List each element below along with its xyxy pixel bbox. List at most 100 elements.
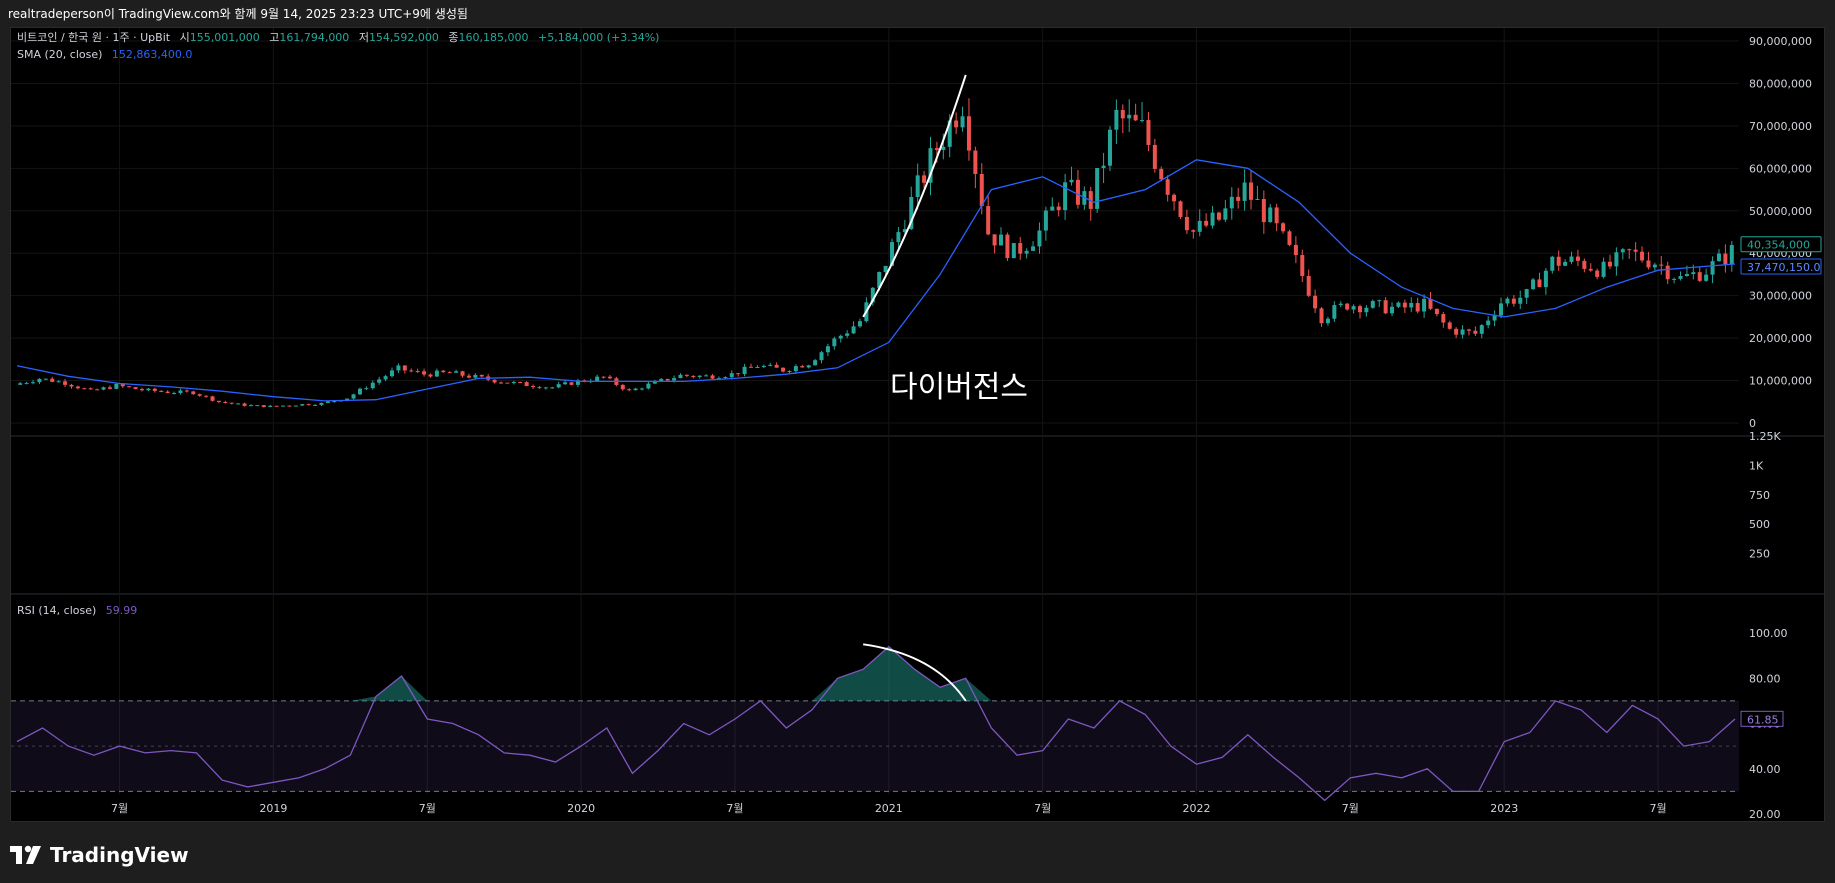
candle-body <box>357 388 362 395</box>
candle-body <box>1518 297 1523 304</box>
candle-body <box>748 366 753 368</box>
candle-body <box>140 389 145 391</box>
candle-body <box>172 392 177 394</box>
candle-body <box>736 373 741 375</box>
candle-body <box>152 388 157 391</box>
candle-body <box>306 404 311 406</box>
candle-body <box>204 395 209 397</box>
candle-body <box>1178 201 1183 217</box>
candle-body <box>1332 305 1337 319</box>
candle-body <box>1428 298 1433 309</box>
candle-body <box>838 335 843 339</box>
sma-legend-value: 152,863,400.0 <box>112 48 192 61</box>
candle-body <box>1069 179 1074 183</box>
candle-body <box>1146 120 1151 145</box>
candle-body <box>947 120 952 147</box>
candle-body <box>800 366 805 368</box>
candle-body <box>633 388 638 391</box>
candle-body <box>1191 230 1196 232</box>
candle-body <box>992 234 997 246</box>
candle-body <box>761 365 766 368</box>
candle-body <box>684 374 689 376</box>
candle-body <box>1447 322 1452 329</box>
candle-body <box>825 346 830 353</box>
candle-body <box>518 381 523 383</box>
candle-body <box>1601 261 1606 277</box>
chart-svg[interactable]: 비트코인 / 한국 원 · 1주 · UpBit 시155,001,000 고1… <box>11 28 1824 821</box>
candle-body <box>184 390 189 392</box>
candle-body <box>1716 253 1721 262</box>
candle-body <box>1588 268 1593 271</box>
candle-body <box>543 387 548 389</box>
candle-body <box>1582 260 1587 269</box>
price-tick-label: 30,000,000 <box>1749 290 1812 303</box>
candle-body <box>915 175 920 197</box>
candle-body <box>1697 272 1702 281</box>
candle-body <box>300 404 305 406</box>
candle-body <box>1575 256 1580 261</box>
rsi-trendline[interactable] <box>863 643 967 702</box>
candle-body <box>1633 249 1638 252</box>
candle-body <box>390 370 395 377</box>
candle-body <box>1338 303 1343 306</box>
chart-area[interactable]: 비트코인 / 한국 원 · 1주 · UpBit 시155,001,000 고1… <box>10 27 1825 822</box>
snapshot-caption: realtradeperson이 TradingView.com와 함께 9월 … <box>8 7 468 21</box>
candle-body <box>415 371 420 373</box>
rsi-legend-value: 59.99 <box>106 604 138 617</box>
candle-body <box>293 405 298 407</box>
divergence-annotation[interactable]: 다이버전스 <box>890 370 1028 405</box>
candle-body <box>1704 274 1709 281</box>
candle-body <box>223 401 228 403</box>
candle-body <box>1505 298 1510 304</box>
sma-line <box>16 159 1736 402</box>
candle-body <box>1691 272 1696 275</box>
candle-body <box>274 405 279 407</box>
candle-body <box>1152 144 1157 169</box>
tradingview-logo-icon <box>10 845 41 864</box>
candle-body <box>870 287 875 303</box>
candle-body <box>1396 302 1401 307</box>
candle-body <box>1101 165 1106 169</box>
candle-body <box>1383 300 1388 314</box>
candle-body <box>1306 276 1311 296</box>
candle-body <box>1434 308 1439 315</box>
candle-body <box>1415 303 1420 312</box>
candle-body <box>165 391 170 393</box>
candle-body <box>1319 308 1324 324</box>
candle-body <box>1011 243 1016 259</box>
candle-body <box>1140 120 1145 122</box>
candle-body <box>18 383 23 385</box>
candle-body <box>114 383 119 389</box>
price-trendline[interactable] <box>862 74 967 318</box>
candle-body <box>607 376 612 379</box>
candle-body <box>857 321 862 327</box>
candle-body <box>1281 223 1286 232</box>
candle-body <box>402 365 407 371</box>
price-tick-label: 60,000,000 <box>1749 162 1812 175</box>
candle-body <box>1531 279 1536 290</box>
time-tick-label: 7월 <box>1342 802 1359 815</box>
candle-body <box>909 196 914 230</box>
time-tick-label: 7월 <box>1034 802 1051 815</box>
volume-tick-label: 1K <box>1749 459 1764 472</box>
candle-body <box>1037 230 1042 247</box>
candle-body <box>723 377 728 379</box>
candle-body <box>370 382 375 389</box>
candle-body <box>659 378 664 381</box>
tradingview-logo[interactable]: TradingView <box>10 840 189 870</box>
candle-body <box>146 388 151 391</box>
candle-body <box>1249 182 1254 200</box>
candle-body <box>1120 109 1125 119</box>
candle-body <box>1620 249 1625 253</box>
candle-body <box>287 405 292 407</box>
candle-body <box>261 405 266 407</box>
price-tick-label: 0 <box>1749 417 1756 430</box>
close-price-badge-box <box>1740 236 1822 253</box>
time-tick-label: 7월 <box>1650 802 1667 815</box>
candle-body <box>672 378 677 381</box>
candle-body <box>877 272 882 288</box>
candle-body <box>1710 261 1715 275</box>
sma-legend-label: SMA (20, close) <box>17 48 102 61</box>
candle-body <box>755 367 760 369</box>
candle-body <box>120 383 125 387</box>
